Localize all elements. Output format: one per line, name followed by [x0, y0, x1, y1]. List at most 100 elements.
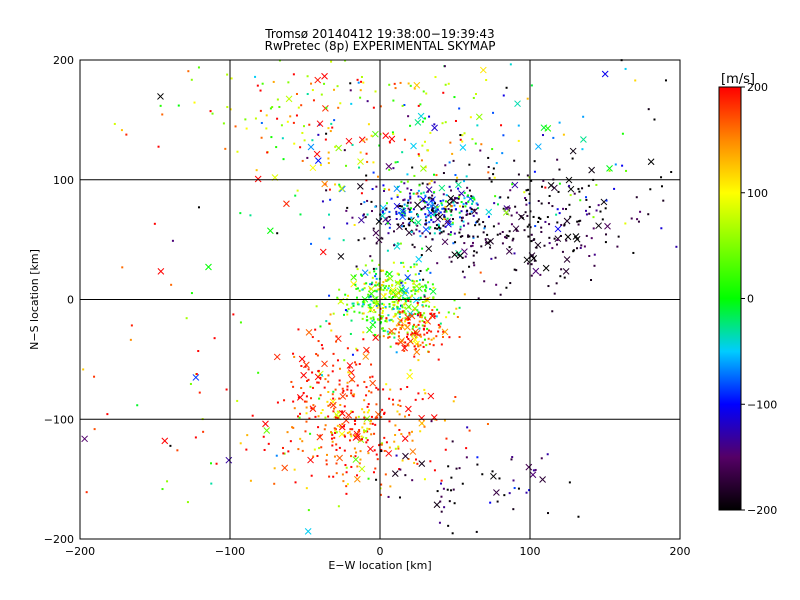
echo-dot-point: [463, 180, 466, 183]
echo-dot-point: [436, 227, 439, 230]
echo-dot-point: [336, 410, 339, 413]
echo-cross-point: [413, 330, 421, 337]
echo-dot-point: [447, 524, 450, 527]
echo-dot-point: [469, 206, 472, 209]
echo-dot-point: [396, 301, 399, 304]
echo-cross-point: [569, 147, 577, 155]
echo-dot-point: [397, 311, 400, 314]
echo-dot-point: [448, 500, 451, 503]
echo-dot-point: [321, 409, 324, 412]
echo-dot-point: [525, 199, 528, 202]
echo-dot-point: [369, 303, 372, 306]
echo-dot-point: [349, 89, 352, 92]
echo-cross-point: [475, 113, 483, 121]
echo-dot-point: [375, 290, 378, 293]
echo-dot-point: [343, 405, 346, 408]
echo-dot-point: [649, 188, 652, 191]
echo-dot-point: [356, 474, 359, 477]
echo-dot-point: [533, 170, 536, 173]
echo-dot-point: [281, 446, 284, 449]
echo-dot-point: [379, 493, 382, 496]
echo-dot-point: [419, 296, 422, 299]
echo-dot-point: [639, 210, 642, 213]
echo-cross-point: [542, 264, 550, 272]
echo-dot-point: [441, 122, 444, 125]
echo-dot-point: [440, 495, 443, 498]
echo-cross-point: [346, 362, 354, 369]
echo-dot-point: [409, 369, 412, 372]
echo-dot-point: [444, 205, 447, 208]
echo-dot-point: [505, 234, 508, 237]
echo-dot-point: [379, 286, 382, 289]
echo-dot-point: [372, 301, 375, 304]
echo-dot-point: [664, 79, 667, 82]
x-tick-label: 200: [670, 545, 691, 558]
echo-dot-point: [391, 308, 394, 311]
echo-dot-point: [409, 195, 412, 198]
echo-dot-point: [382, 307, 385, 310]
echo-dot-point: [346, 222, 349, 225]
echo-dot-point: [541, 185, 544, 188]
echo-dot-point: [417, 359, 420, 362]
echo-dot-point: [563, 223, 566, 226]
echo-dot-point: [397, 403, 400, 406]
echo-dot-point: [421, 314, 424, 317]
colorbar-tick-label: −100: [747, 398, 777, 411]
echo-dot-point: [526, 225, 529, 228]
echo-dot-point: [370, 299, 373, 302]
echo-dot-point: [377, 318, 380, 321]
echo-dot-point: [459, 134, 462, 137]
echo-dot-point: [461, 482, 464, 485]
echo-dot-point: [297, 415, 300, 418]
echo-dot-point: [532, 215, 535, 218]
echo-cross-point: [401, 435, 409, 442]
echo-dot-point: [407, 207, 410, 210]
echo-dot-point: [388, 83, 391, 86]
echo-dot-point: [496, 233, 499, 236]
echo-dot-point: [390, 319, 393, 322]
echo-dot-point: [404, 306, 407, 309]
echo-dot-point: [401, 213, 404, 216]
echo-dot-point: [489, 501, 492, 504]
echo-dot-point: [404, 312, 407, 315]
echo-dot-point: [346, 431, 349, 434]
echo-dot-point: [411, 243, 414, 246]
echo-dot-point: [593, 264, 596, 267]
echo-dot-point: [388, 210, 391, 213]
echo-dot-point: [332, 364, 335, 367]
echo-dot-point: [511, 456, 514, 459]
echo-dot-point: [327, 157, 330, 160]
echo-dot-point: [579, 246, 582, 249]
y-tick-label: −100: [44, 413, 74, 426]
echo-dot-point: [215, 462, 218, 465]
echo-cross-point: [398, 337, 406, 344]
echo-dot-point: [401, 306, 404, 309]
echo-dot-point: [430, 179, 433, 182]
echo-cross-point: [419, 195, 427, 203]
echo-dot-point: [434, 202, 437, 205]
echo-dot-point: [527, 235, 530, 238]
echo-dot-point: [399, 190, 402, 193]
echo-cross-point: [544, 125, 552, 132]
echo-dot-point: [375, 277, 378, 280]
echo-dot-point: [125, 133, 128, 136]
echo-dot-point: [492, 111, 495, 114]
echo-dot-point: [265, 127, 268, 130]
echo-dot-point: [408, 208, 411, 211]
echo-dot-point: [427, 305, 430, 308]
echo-dot-point: [397, 299, 400, 302]
echo-dot-point: [414, 273, 417, 276]
echo-dot-point: [447, 82, 450, 85]
echo-cross-point: [413, 81, 421, 89]
echo-dot-point: [470, 210, 473, 213]
echo-dot-point: [392, 295, 395, 298]
echo-cross-point: [425, 245, 433, 253]
echo-dot-point: [411, 479, 414, 482]
echo-dot-point: [210, 462, 213, 465]
echo-dot-point: [387, 314, 390, 317]
echo-dot-point: [453, 204, 456, 207]
echo-dot-point: [585, 198, 588, 201]
echo-cross-point: [417, 112, 425, 120]
echo-dot-point: [458, 194, 461, 197]
echo-dot-point: [427, 281, 430, 284]
